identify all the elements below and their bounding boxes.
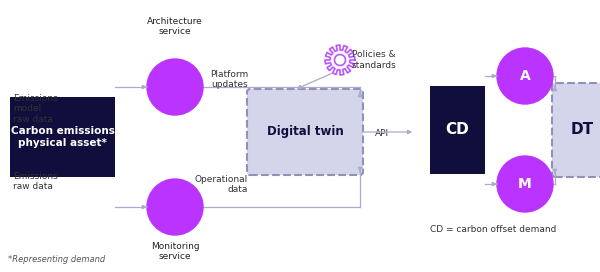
Text: *Representing demand: *Representing demand xyxy=(8,255,105,264)
Text: Emissions
model
raw data: Emissions model raw data xyxy=(13,94,58,124)
Text: API: API xyxy=(375,129,389,138)
FancyBboxPatch shape xyxy=(552,83,600,177)
Circle shape xyxy=(147,59,203,115)
Text: A: A xyxy=(520,69,530,83)
Text: Monitoring
service: Monitoring service xyxy=(151,242,199,261)
Text: Digital twin: Digital twin xyxy=(266,125,343,138)
Circle shape xyxy=(497,48,553,104)
Text: Operational
data: Operational data xyxy=(195,175,248,194)
Text: Emissions
raw data: Emissions raw data xyxy=(13,172,58,191)
Text: Architecture
service: Architecture service xyxy=(147,17,203,36)
Text: CD: CD xyxy=(446,122,469,138)
Text: M: M xyxy=(518,177,532,191)
Circle shape xyxy=(497,156,553,212)
Text: DT: DT xyxy=(571,122,594,138)
Text: Carbon emissions
physical asset*: Carbon emissions physical asset* xyxy=(11,126,115,148)
FancyBboxPatch shape xyxy=(430,86,485,174)
Text: CD = carbon offset demand: CD = carbon offset demand xyxy=(430,225,556,234)
Text: Policies &
standards: Policies & standards xyxy=(352,50,397,70)
FancyBboxPatch shape xyxy=(247,89,363,175)
FancyBboxPatch shape xyxy=(10,97,115,177)
Circle shape xyxy=(147,179,203,235)
Text: Platform
updates: Platform updates xyxy=(210,70,248,89)
